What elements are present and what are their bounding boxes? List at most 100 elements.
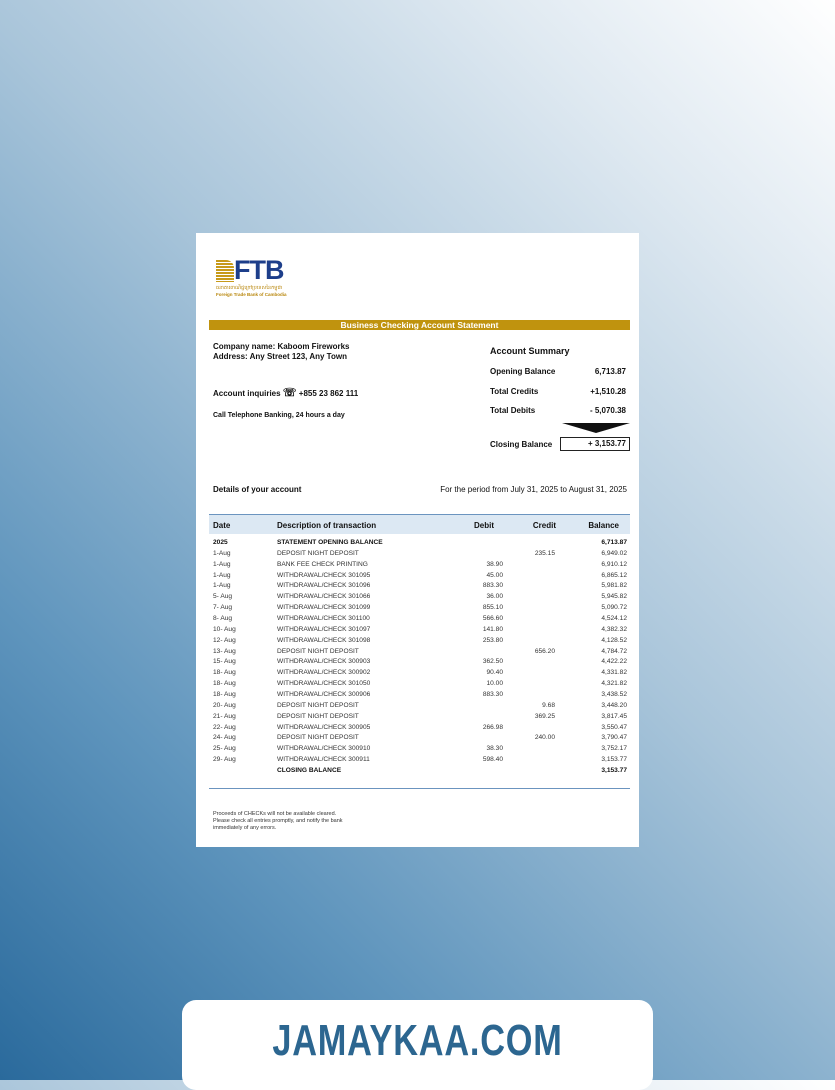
watermark-text: JAMAYKAA.COM <box>272 1016 563 1065</box>
cell-balance: 3,817.45 <box>601 712 627 720</box>
cell-balance: 5,945.82 <box>601 593 627 601</box>
debits-value: - 5,070.38 <box>589 406 626 415</box>
cell-date: 5- Aug <box>213 593 233 601</box>
cell-date: 7- Aug <box>213 604 233 612</box>
cell-date: 1-Aug <box>213 549 231 557</box>
cell-credit: 235.15 <box>534 549 555 557</box>
cell-debit: 362.50 <box>482 658 503 666</box>
cell-balance: 4,321.82 <box>601 680 627 688</box>
cell-balance: 5,090.72 <box>601 604 627 612</box>
cell-balance: 6,865.12 <box>601 571 627 579</box>
cell-date: 8- Aug <box>213 615 233 623</box>
cell-debit: 141.80 <box>482 625 503 633</box>
cell-date: 13- Aug <box>213 647 236 655</box>
cell-debit: 266.98 <box>482 723 503 731</box>
table-row: 1-Aug WITHDRAWAL/CHECK 301096 883.30 5,981.… <box>209 581 630 592</box>
cell-description: DEPOSIT NIGHT DEPOSIT <box>277 647 359 655</box>
header-date: Date <box>213 521 231 530</box>
cell-credit: 656.20 <box>534 647 555 655</box>
table-row: 20- Aug DEPOSIT NIGHT DEPOSIT 9.68 3,448.20 <box>209 701 630 712</box>
telephone-banking: Call Telephone Banking, 24 hours a day <box>213 412 345 419</box>
table-row: 29- Aug WITHDRAWAL/CHECK 300911 598.40 3,15… <box>209 755 630 766</box>
cell-description: WITHDRAWAL/CHECK 301050 <box>277 680 371 688</box>
cell-date: 15- Aug <box>213 658 236 666</box>
table-row: 18- Aug WITHDRAWAL/CHECK 301050 10.00 4,321… <box>209 679 630 690</box>
cell-date: 10- Aug <box>213 625 236 633</box>
closing-label: Closing Balance <box>490 440 553 449</box>
logo-khmer: ធនាគារពាណិជ្ជក្រៅប្រទេសនៃកម្ពុជា <box>216 285 283 291</box>
cell-balance: 6,949.02 <box>601 549 627 557</box>
cell-date: 18- Aug <box>213 691 236 699</box>
cell-description: WITHDRAWAL/CHECK 301095 <box>277 571 371 579</box>
cell-date: 22- Aug <box>213 723 236 731</box>
footer-note: Proceeds of CHECKs will not be available… <box>213 811 343 831</box>
cell-description: STATEMENT OPENING BALANCE <box>277 539 383 546</box>
table-row: 1-Aug DEPOSIT NIGHT DEPOSIT 235.15 6,949.02 <box>209 549 630 560</box>
cell-description: WITHDRAWAL/CHECK 300906 <box>277 691 371 699</box>
cell-balance: 3,550.47 <box>601 723 627 731</box>
cell-balance: 3,153.77 <box>601 756 627 764</box>
cell-debit: 38.30 <box>486 745 503 753</box>
cell-date: 24- Aug <box>213 734 236 742</box>
watermark-banner: JAMAYKAA.COM <box>182 1000 653 1090</box>
table-row: 2025 STATEMENT OPENING BALANCE 6,713.87 <box>209 538 630 549</box>
statement-period: For the period from July 31, 2025 to Aug… <box>440 485 627 494</box>
cell-description: BANK FEE CHECK PRINTING <box>277 560 368 568</box>
cell-debit: 36.00 <box>486 593 503 601</box>
bank-statement: FTB ធនាគារពាណិជ្ជក្រៅប្រទេសនៃកម្ពុជា For… <box>196 233 639 847</box>
telephone-icon: ☏ <box>282 387 297 399</box>
cell-debit: 883.30 <box>482 582 503 590</box>
cell-debit: 90.40 <box>486 669 503 677</box>
cell-balance: 3,448.20 <box>601 701 627 709</box>
cell-balance: 3,438.52 <box>601 691 627 699</box>
table-row: 25- Aug WITHDRAWAL/CHECK 300910 38.30 3,752… <box>209 744 630 755</box>
cell-balance: 4,128.52 <box>601 636 627 644</box>
inquiries-label: Account inquiries <box>213 389 281 398</box>
cell-description: DEPOSIT NIGHT DEPOSIT <box>277 701 359 709</box>
cell-date: 20- Aug <box>213 701 236 709</box>
cell-description: WITHDRAWAL/CHECK 301066 <box>277 593 371 601</box>
table-header: Date Description of transaction Debit Cr… <box>209 514 630 534</box>
cell-credit: 369.25 <box>534 712 555 720</box>
cell-balance: 6,713.87 <box>601 539 627 546</box>
table-row: 7- Aug WITHDRAWAL/CHECK 301099 855.10 5,090… <box>209 603 630 614</box>
cell-description: WITHDRAWAL/CHECK 300910 <box>277 745 371 753</box>
credits-value: +1,510.28 <box>590 387 626 396</box>
table-row: 22- Aug WITHDRAWAL/CHECK 300905 266.98 3,55… <box>209 723 630 734</box>
cell-balance: 6,910.12 <box>601 560 627 568</box>
cell-description: DEPOSIT NIGHT DEPOSIT <box>277 549 359 557</box>
closing-value: + 3,153.77 <box>560 437 630 451</box>
cell-balance: 3,752.17 <box>601 745 627 753</box>
company-name: Company name: Kaboom Fireworks <box>213 342 350 351</box>
header-credit: Credit <box>532 521 556 530</box>
table-row: 24- Aug DEPOSIT NIGHT DEPOSIT 240.00 3,790.… <box>209 733 630 744</box>
cell-debit: 566.60 <box>482 615 503 623</box>
table-row: 10- Aug WITHDRAWAL/CHECK 301097 141.80 4,38… <box>209 625 630 636</box>
summary-title: Account Summary <box>490 346 570 356</box>
cell-description: WITHDRAWAL/CHECK 301098 <box>277 636 371 644</box>
statement-title: Business Checking Account Statement <box>209 320 630 330</box>
cell-balance: 5,981.82 <box>601 582 627 590</box>
cell-description: WITHDRAWAL/CHECK 301096 <box>277 582 371 590</box>
table-row: 8- Aug WITHDRAWAL/CHECK 301100 566.60 4,524… <box>209 614 630 625</box>
cell-debit: 10.00 <box>486 680 503 688</box>
cell-debit: 38.90 <box>486 560 503 568</box>
cell-description: WITHDRAWAL/CHECK 301099 <box>277 604 371 612</box>
cell-description: CLOSING BALANCE <box>277 767 342 775</box>
credits-label: Total Credits <box>490 387 539 396</box>
cell-debit: 253.80 <box>482 636 503 644</box>
cell-balance: 4,784.72 <box>601 647 627 655</box>
cell-date: 21- Aug <box>213 712 236 720</box>
phone-number: +855 23 862 111 <box>298 389 359 398</box>
account-inquiries: Account inquiries ☏ +855 23 862 111 <box>213 386 358 399</box>
opening-value: 6,713.87 <box>594 367 626 376</box>
cell-credit: 9.68 <box>542 701 555 709</box>
cell-debit: 883.30 <box>482 691 503 699</box>
cell-date: 18- Aug <box>213 680 236 688</box>
logo-subtitle: Foreign Trade Bank of Cambodia <box>216 292 287 297</box>
cell-debit: 45.00 <box>486 571 503 579</box>
table-row: CLOSING BALANCE 3,153.77 <box>209 766 630 777</box>
cell-date: 12- Aug <box>213 636 236 644</box>
table-row: 5- Aug WITHDRAWAL/CHECK 301066 36.00 5,945.… <box>209 592 630 603</box>
cell-credit: 240.00 <box>534 734 555 742</box>
